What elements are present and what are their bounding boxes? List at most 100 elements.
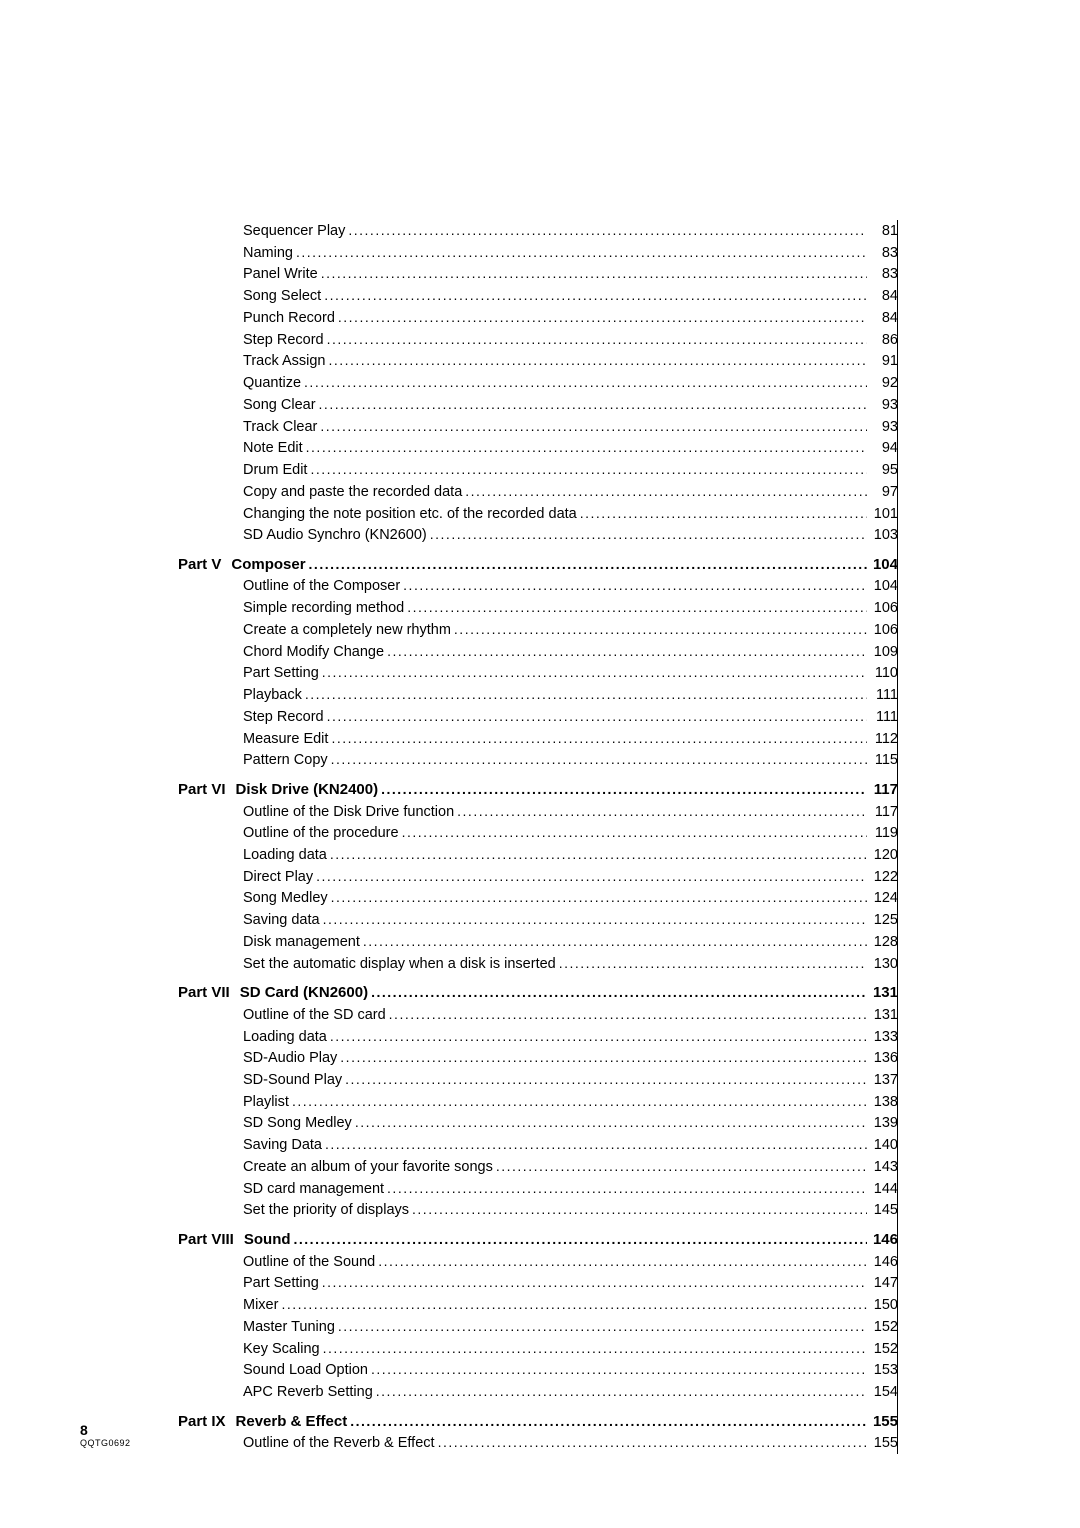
toc-entry: Disk management 128 [178,931,898,953]
toc-entry: Step Record 111 [178,706,898,728]
toc-leader-dots [325,1134,867,1154]
toc-container: Sequencer Play 81Naming 83Panel Write 83… [178,220,898,1454]
toc-label: Sound Load Option [243,1360,368,1381]
toc-entry: Copy and paste the recorded data 97 [178,481,898,503]
toc-entry: Measure Edit 112 [178,728,898,750]
toc-label: Set the automatic display when a disk is… [243,954,556,975]
toc-entry: SD-Audio Play 136 [178,1047,898,1069]
toc-label: Saving data [243,910,320,931]
toc-label: Chord Modify Change [243,642,384,663]
toc-label: Create an album of your favorite songs [243,1157,493,1178]
toc-page-number: 152 [870,1317,898,1338]
toc-page-number: 137 [870,1070,898,1091]
toc-entry: Saving Data 140 [178,1134,898,1156]
toc-page-number: 117 [870,779,898,800]
toc-entry: Song Select 84 [178,285,898,307]
toc-entry: Sound Load Option 153 [178,1359,898,1381]
toc-page-number: 124 [870,888,898,909]
toc-page-number: 119 [870,823,898,844]
toc-entry: SD-Sound Play 137 [178,1069,898,1091]
toc-leader-dots [310,459,867,479]
toc-page-number: 111 [870,707,898,728]
toc-page-number: 109 [870,642,898,663]
toc-leader-dots [323,1338,867,1358]
toc-label: Song Medley [243,888,328,909]
toc-entry: Simple recording method 106 [178,597,898,619]
toc-page-number: 106 [870,620,898,641]
toc-label: Song Select [243,286,321,307]
toc-leader-dots [323,909,867,929]
toc-leader-dots [321,263,867,283]
toc-entry: Playlist 138 [178,1091,898,1113]
toc-section-heading: Part VComposer 104 [178,554,898,575]
toc-leader-dots [327,329,867,349]
toc-entry: Chord Modify Change 109 [178,641,898,663]
toc-leader-dots [348,220,867,240]
toc-entry: SD card management 144 [178,1178,898,1200]
toc-page-number: 130 [870,954,898,975]
toc-entry: SD Audio Synchro (KN2600) 103 [178,524,898,546]
toc-entry: Outline of the Sound 146 [178,1251,898,1273]
toc-entry: Outline of the Reverb & Effect 155 [178,1432,898,1454]
toc-leader-dots [438,1432,867,1452]
toc-page-number: 155 [870,1433,898,1454]
toc-page-number: 117 [870,802,898,823]
toc-label: Master Tuning [243,1317,335,1338]
toc-label: Sequencer Play [243,221,345,242]
toc-page-number: 155 [870,1411,898,1432]
toc-page-number: 84 [870,286,898,307]
toc-label: SD-Sound Play [243,1070,342,1091]
toc-page-number: 92 [870,373,898,394]
toc-section-prefix: Part VII [178,982,230,1003]
right-border [897,220,898,1454]
toc-page-number: 140 [870,1135,898,1156]
toc-page-number: 93 [870,395,898,416]
toc-entry: Track Assign 91 [178,350,898,372]
toc-label: Quantize [243,373,301,394]
toc-entry: Create a completely new rhythm 106 [178,619,898,641]
toc-leader-dots [331,887,867,907]
toc-leader-dots [304,372,867,392]
toc-page-number: 110 [870,663,898,684]
toc-label: Create a completely new rhythm [243,620,451,641]
toc-page-number: 146 [870,1229,898,1250]
toc-page-number: 86 [870,330,898,351]
toc-leader-dots [454,619,867,639]
toc-entry: Punch Record 84 [178,307,898,329]
toc-label: Saving Data [243,1135,322,1156]
toc-label: Outline of the SD card [243,1005,386,1026]
toc-leader-dots [345,1069,867,1089]
toc-leader-dots [331,728,867,748]
toc-leader-dots [580,503,867,523]
toc-section-heading: Part VIIISound 146 [178,1229,898,1250]
toc-leader-dots [381,779,867,799]
toc-leader-dots [324,285,867,305]
toc-entry: Set the priority of displays 145 [178,1199,898,1221]
toc-leader-dots [294,1229,867,1249]
toc-leader-dots [350,1411,867,1431]
toc-page-number: 136 [870,1048,898,1069]
toc-label: Disk management [243,932,360,953]
toc-label: Disk Drive (KN2400) [236,779,379,800]
toc-label: Track Clear [243,417,317,438]
toc-leader-dots [338,1316,867,1336]
toc-page-number: 143 [870,1157,898,1178]
toc-page-number: 125 [870,910,898,931]
toc-entry: Note Edit 94 [178,437,898,459]
toc-leader-dots [316,866,867,886]
toc-page-number: 145 [870,1200,898,1221]
toc-entry: Outline of the Disk Drive function 117 [178,801,898,823]
toc-entry: Master Tuning 152 [178,1316,898,1338]
toc-leader-dots [327,706,867,726]
toc-page-number: 152 [870,1339,898,1360]
toc-page-number: 104 [870,554,898,575]
toc-page-number: 133 [870,1027,898,1048]
toc-leader-dots [306,437,867,457]
toc-page-number: 95 [870,460,898,481]
toc-entry: Part Setting 110 [178,662,898,684]
toc-entry: Naming 83 [178,242,898,264]
toc-page-number: 84 [870,308,898,329]
toc-entry: Mixer 150 [178,1294,898,1316]
toc-label: SD card management [243,1179,384,1200]
toc-entry: Create an album of your favorite songs 1… [178,1156,898,1178]
